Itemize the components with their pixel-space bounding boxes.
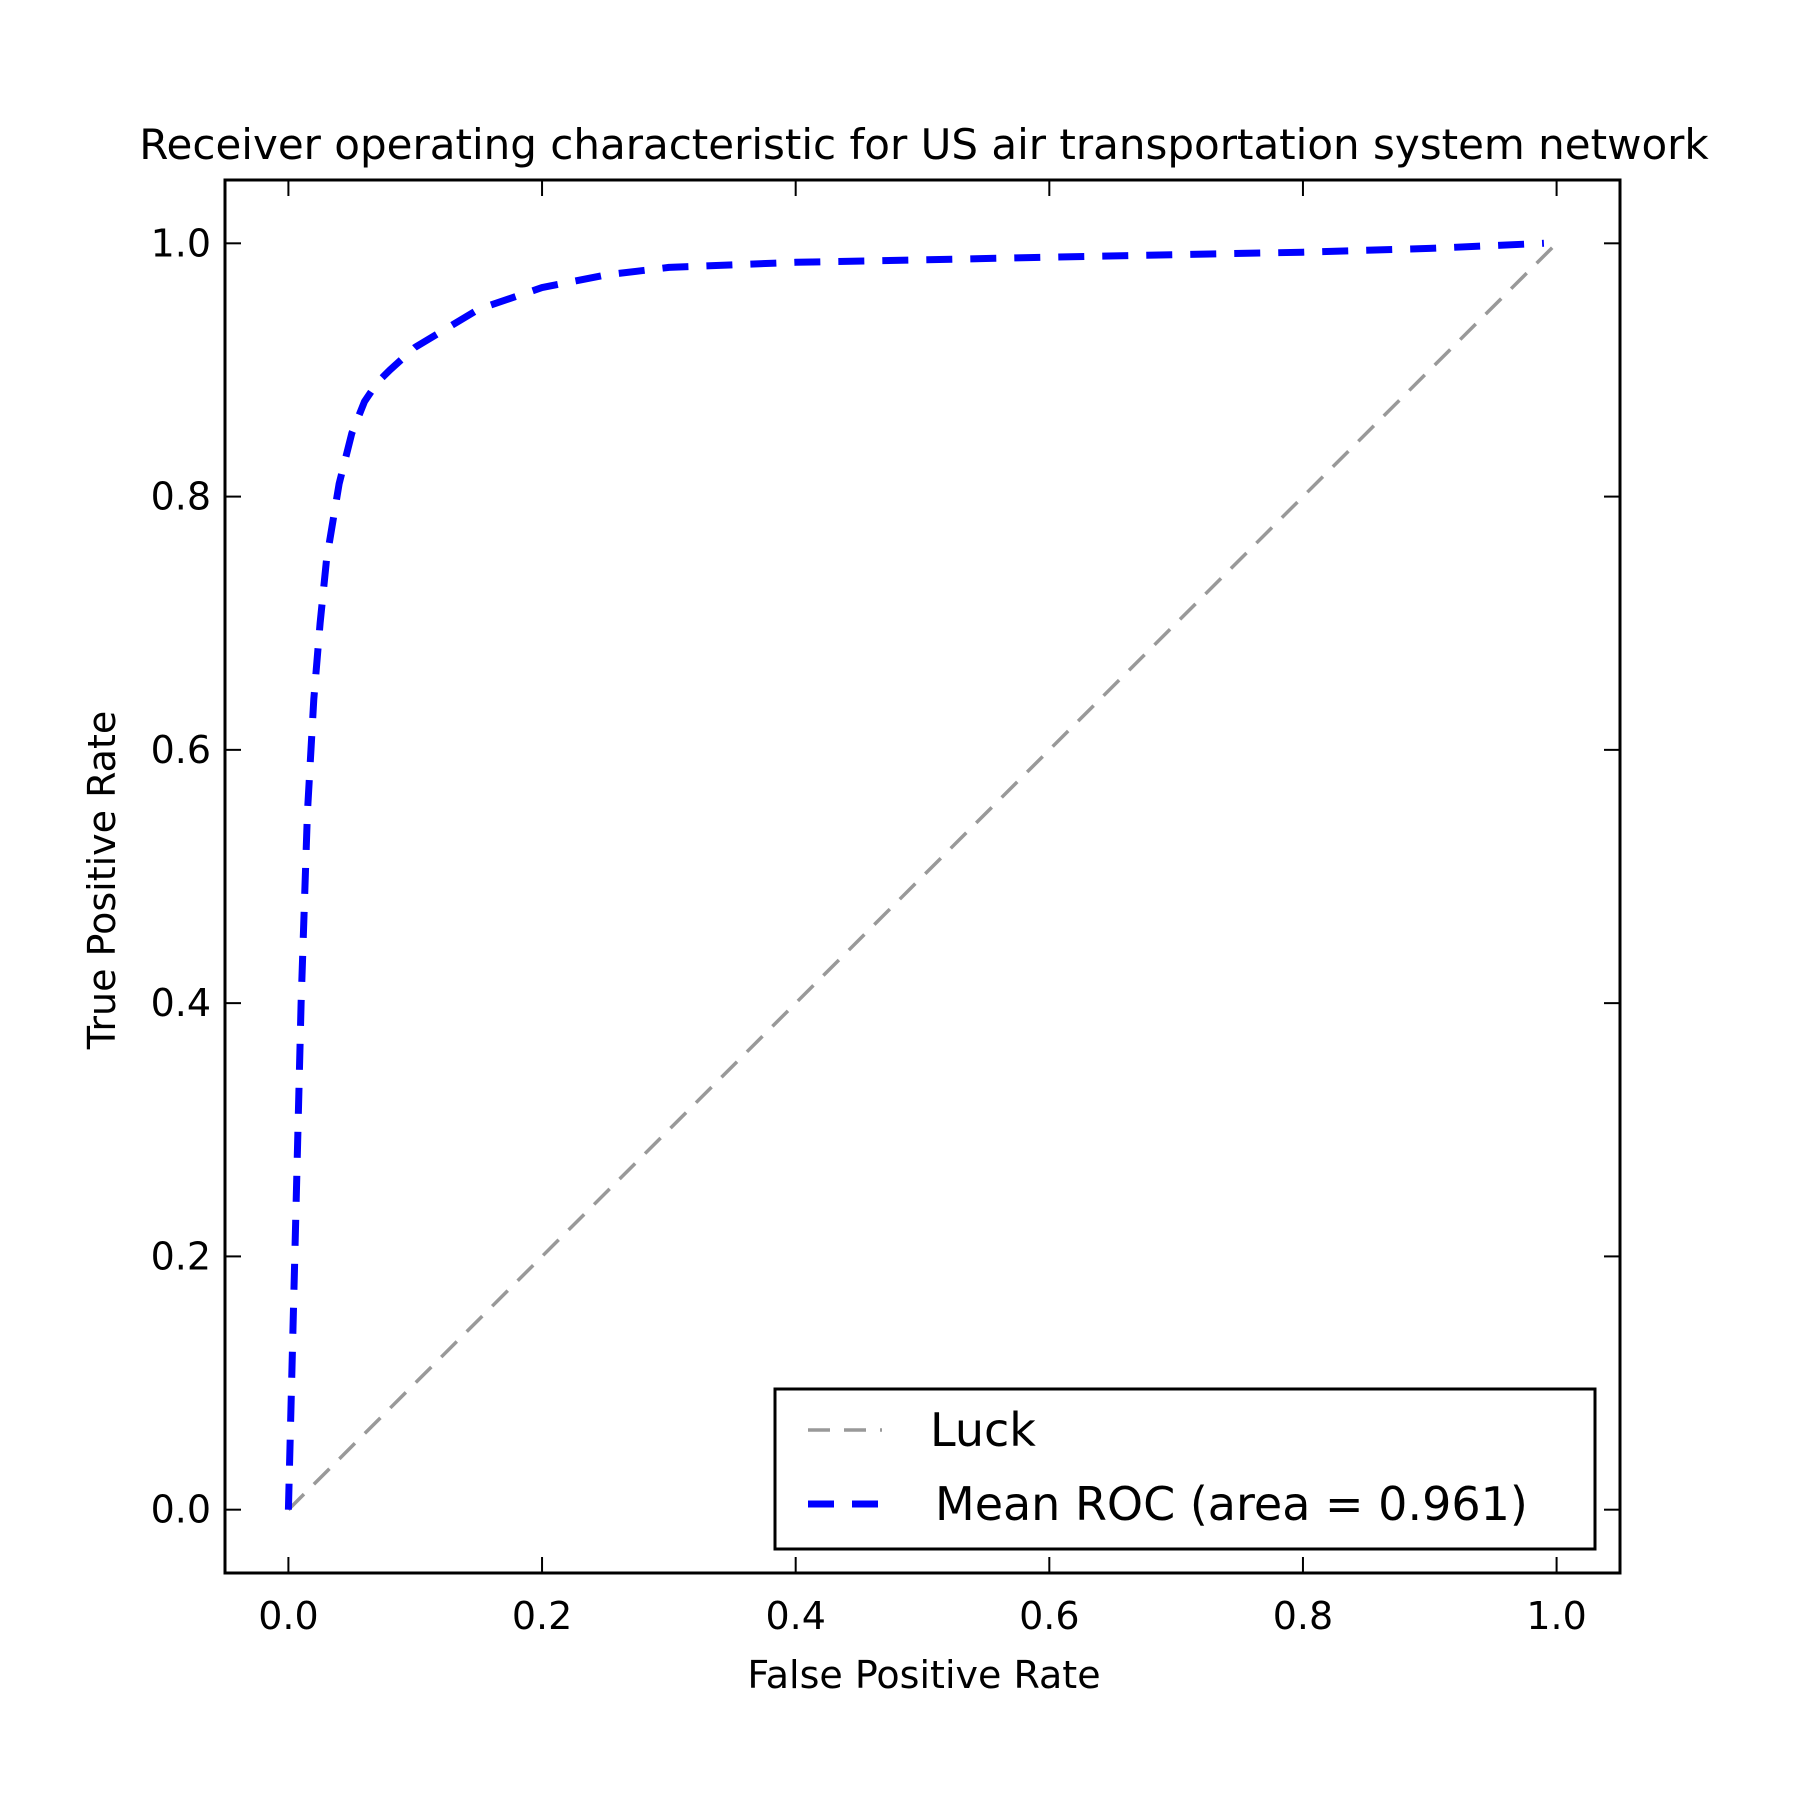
x-axis-label: False Positive Rate <box>747 1653 1100 1697</box>
x-tick-label: 0.2 <box>512 1594 572 1638</box>
legend-label-luck: Luck <box>930 1403 1036 1457</box>
plot-frame <box>223 178 1622 1575</box>
y-tick-label: 0.8 <box>151 475 211 519</box>
legend-box <box>773 1387 1597 1551</box>
y-tick-label: 0.2 <box>151 1234 211 1278</box>
y-tick-label: 0.6 <box>151 728 211 772</box>
legend: Luck Mean ROC (area = 0.961) <box>773 1387 1597 1551</box>
chart-title: Receiver operating characteristic for US… <box>139 120 1709 169</box>
x-tick-label: 0.4 <box>765 1594 825 1638</box>
x-tick-label: 0.6 <box>1019 1594 1079 1638</box>
series-line-1 <box>284 239 1545 1510</box>
y-tick-label: 1.0 <box>151 221 211 265</box>
x-tick-label: 0.0 <box>258 1594 318 1638</box>
series-line-0 <box>287 242 1558 1511</box>
y-axis-label: True Positive Rate <box>80 711 124 1051</box>
x-tick-label: 1.0 <box>1526 1594 1586 1638</box>
legend-label-mean-roc: Mean ROC (area = 0.961) <box>935 1477 1528 1531</box>
axes: 0.0 0.2 0.4 0.6 0.8 1.0 0.0 0.2 0.4 0.6 0.8 1.0 <box>151 178 1622 1638</box>
y-tick-label: 0.4 <box>151 981 211 1025</box>
y-tick-label: 0.0 <box>151 1488 211 1532</box>
plot-area <box>284 239 1558 1511</box>
x-tick-label: 0.8 <box>1273 1594 1333 1638</box>
